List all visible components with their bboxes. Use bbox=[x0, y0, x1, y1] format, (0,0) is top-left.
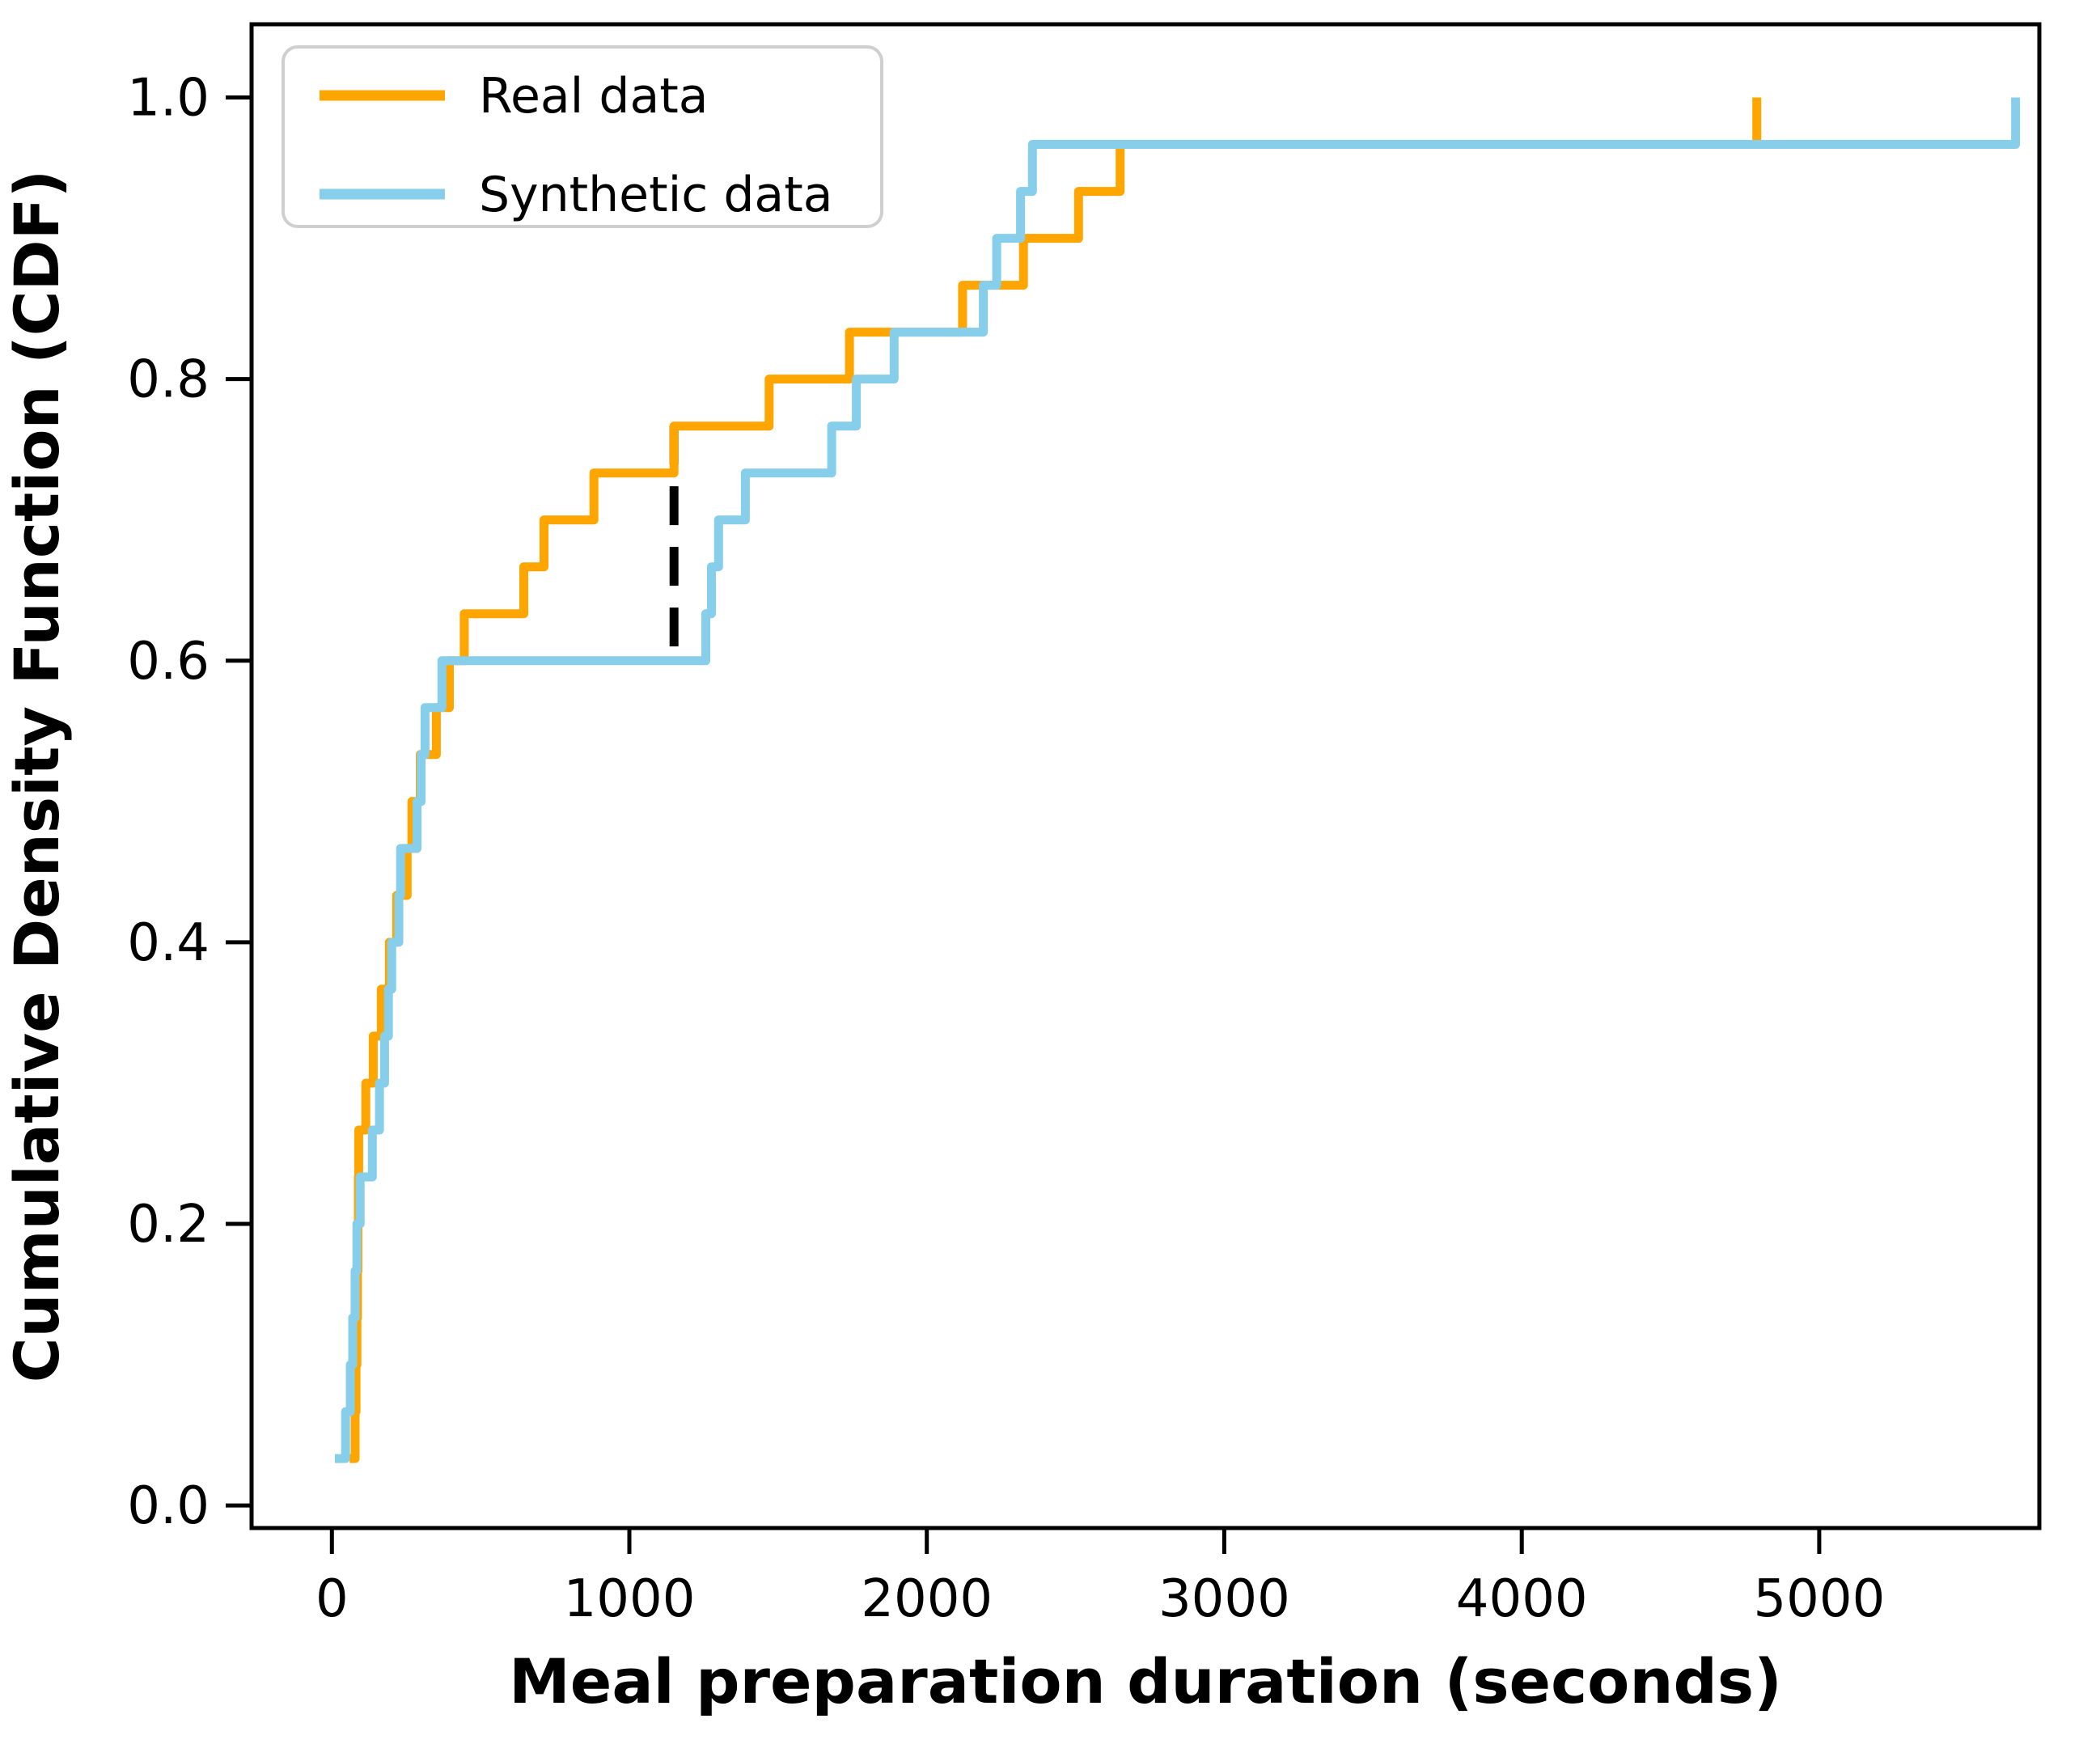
y-tick-label: 0.6 bbox=[127, 632, 210, 692]
x-tick-label: 0 bbox=[315, 1569, 349, 1629]
y-tick-label: 0.2 bbox=[127, 1195, 210, 1255]
legend-label-real: Real data bbox=[479, 68, 709, 125]
x-axis: 0 1000 2000 3000 4000 5000 bbox=[315, 1528, 1885, 1629]
legend-label-synthetic: Synthetic data bbox=[479, 167, 833, 223]
y-tick-label: 0.8 bbox=[127, 350, 210, 410]
y-tick-label: 0.0 bbox=[127, 1476, 210, 1536]
x-tick-label: 2000 bbox=[861, 1569, 993, 1629]
x-tick-label: 1000 bbox=[564, 1569, 696, 1629]
x-tick-label: 3000 bbox=[1158, 1569, 1290, 1629]
legend: Real data Synthetic data bbox=[282, 45, 883, 228]
real-data-line bbox=[349, 97, 1762, 1463]
x-axis-title: Meal preparation duration (seconds) bbox=[509, 1645, 1782, 1717]
x-tick-label: 4000 bbox=[1456, 1569, 1588, 1629]
synthetic-data-line bbox=[335, 97, 2021, 1463]
x-tick-label: 5000 bbox=[1753, 1569, 1885, 1629]
y-tick-label: 1.0 bbox=[127, 69, 210, 129]
plot-border bbox=[249, 22, 2042, 1530]
y-tick-label: 0.4 bbox=[127, 913, 210, 973]
y-axis: 0.0 0.2 0.4 0.6 0.8 1.0 bbox=[127, 69, 252, 1536]
y-axis-title: Cumulative Density Function (CDF) bbox=[1, 170, 73, 1383]
